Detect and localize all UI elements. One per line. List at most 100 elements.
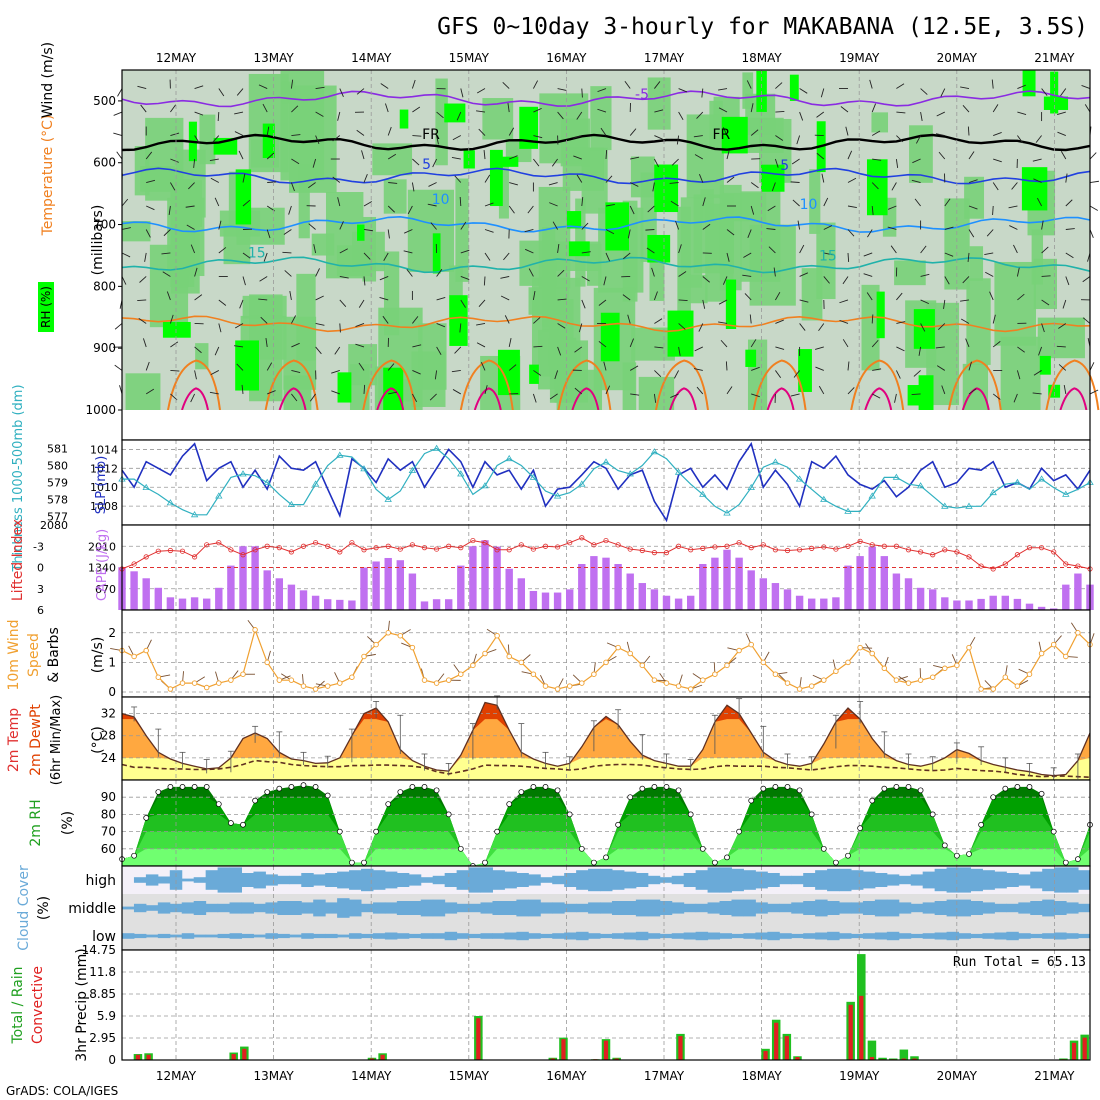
lifted-index-marker	[736, 540, 742, 546]
wind-barb	[605, 252, 611, 262]
rh-moist-patch	[962, 363, 989, 410]
wind-barb	[746, 80, 752, 89]
cape-bar	[166, 597, 175, 610]
lifted-index-marker	[470, 537, 476, 544]
wind-barb	[236, 88, 244, 96]
cloud-cover-cell	[994, 903, 1007, 913]
cloud-cover-cell	[886, 899, 900, 917]
precip-convective-bar	[763, 1051, 768, 1060]
cape-bar	[469, 546, 477, 610]
rh-moist-patch	[383, 251, 400, 336]
cloud-cover-cell	[803, 933, 816, 939]
wind-barb	[1008, 205, 1018, 209]
wind-barb	[750, 339, 757, 348]
cloud-axis-label: Cloud Cover	[16, 865, 32, 951]
wind-barb	[451, 369, 461, 373]
cloud-cover-cell	[528, 874, 541, 886]
cape-bar	[529, 590, 538, 610]
thickness-marker	[142, 483, 150, 490]
wind-barb	[185, 205, 195, 208]
thickness-marker	[723, 509, 731, 516]
wind-barb	[766, 228, 776, 230]
wind-barb	[1017, 293, 1025, 301]
hot-contour-arc	[278, 387, 307, 411]
cloud-cover-cell	[289, 934, 302, 938]
wind-barb	[436, 297, 446, 301]
wind-speed-marker	[1002, 674, 1009, 680]
wind-barb	[170, 158, 179, 163]
wind-barb	[260, 316, 268, 324]
hot-contour-arc	[669, 387, 697, 411]
wind-speed-marker	[373, 641, 379, 648]
wind-barb	[598, 299, 607, 306]
warm-contour-arc	[557, 359, 612, 411]
cloud-cover-cell	[492, 933, 505, 939]
wind-speed-marker	[494, 632, 500, 639]
wind-barb	[291, 134, 301, 136]
rh-saturated-patch	[667, 310, 694, 357]
wind-barb	[1089, 389, 1099, 395]
cloud-cover-cell	[205, 870, 219, 890]
cloud-cover-cell	[468, 933, 482, 939]
temp-axis-label: 2m Temp	[6, 708, 22, 772]
precip-axis-label: 3hr Precip (mm)	[74, 948, 90, 1061]
rh-saturated-patch	[1043, 96, 1069, 110]
wind-speed-marker	[458, 671, 464, 677]
cape-bar	[928, 589, 937, 610]
wind-barb	[872, 158, 882, 161]
cloud-cover-cell	[779, 875, 792, 885]
wind-barb	[315, 295, 324, 301]
rh-moist-patch	[498, 157, 509, 219]
wind-barb	[678, 323, 686, 330]
wind-speed-marker	[869, 650, 875, 657]
wind-barb	[600, 127, 607, 136]
wind-barb	[1065, 228, 1075, 230]
wind-speed-marker	[942, 665, 948, 672]
cape-tick-label: 670	[95, 583, 116, 596]
wind-barb	[676, 135, 680, 145]
wind-barb	[895, 158, 899, 168]
rh-marker	[554, 787, 561, 794]
cloud-cover-cell	[432, 933, 446, 939]
cloud-cover-cell	[1042, 899, 1055, 917]
rh-marker	[518, 789, 525, 795]
cloud-cover-cell	[193, 901, 207, 915]
wind-barb	[911, 393, 921, 396]
cape-bar	[1025, 603, 1034, 610]
cape-bar	[892, 573, 901, 610]
rh-marker	[1002, 785, 1009, 792]
wind-tick-label: 2	[108, 626, 116, 640]
cloud-cover-cell	[600, 902, 613, 914]
wind-barb	[871, 314, 874, 324]
wind-barb	[1060, 88, 1067, 97]
rh-saturated-patch	[519, 106, 539, 149]
warm-contour-arc	[167, 359, 221, 411]
wind-barb	[847, 361, 850, 371]
lifted-index-marker	[990, 566, 996, 572]
cloud-level-label: high	[85, 873, 116, 889]
slp-tick-label: 1014	[90, 443, 118, 456]
contour-label: 15	[819, 248, 837, 264]
wind-barb	[896, 321, 906, 324]
thickness-tick-label: 581	[47, 443, 68, 456]
lifted-index-marker	[833, 546, 839, 552]
rh-marker	[506, 801, 513, 807]
wind-barb	[1013, 244, 1018, 254]
wind-barb	[1038, 346, 1043, 356]
wind-barb	[840, 106, 849, 113]
bottom-date-label: 15MAY	[449, 1069, 490, 1083]
wind-barb	[387, 229, 390, 239]
precip-total-bar	[910, 1056, 919, 1060]
wind-barb	[533, 158, 540, 167]
wind-barb	[1013, 393, 1018, 403]
wind-barb	[532, 291, 536, 301]
warm-contour-arc	[264, 359, 319, 411]
cloud-cover-cell	[850, 933, 864, 939]
dewpt-axis-label: 2m DewPt	[28, 704, 44, 776]
wind-barb	[509, 155, 518, 160]
cape-bar	[759, 578, 768, 610]
wind-barb	[557, 244, 560, 254]
wind-barb	[630, 182, 639, 187]
precip-tick-label: 8.85	[89, 987, 116, 1001]
wind-barb	[190, 244, 196, 254]
